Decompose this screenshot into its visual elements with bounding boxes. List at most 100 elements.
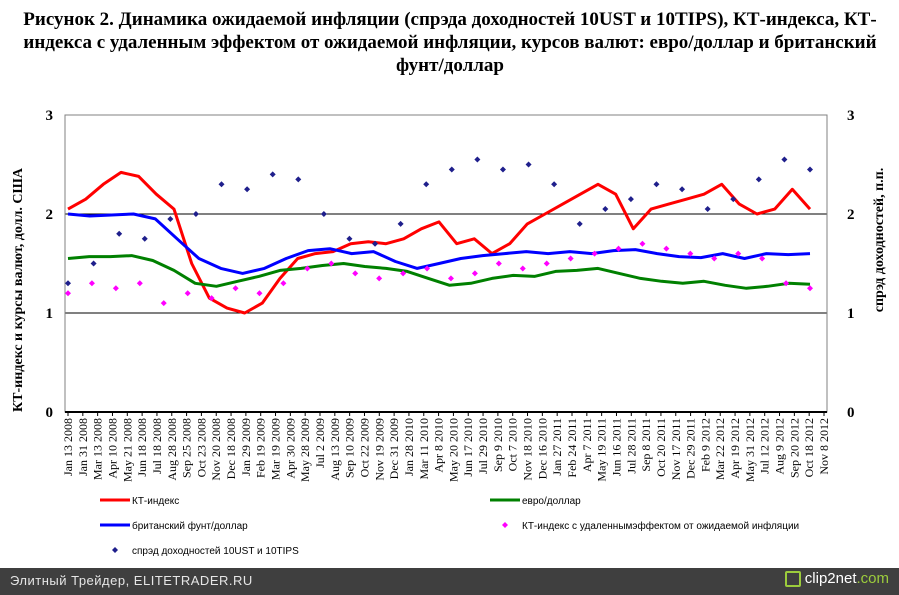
data-point: [304, 265, 311, 272]
data-point: [376, 275, 383, 282]
data-point: [65, 280, 71, 287]
data-point: [807, 166, 813, 173]
chart-title: Рисунок 2. Динамика ожидаемой инфляции (…: [23, 9, 877, 76]
x-tick-label: Jun 16 2011: [609, 418, 623, 476]
data-point: [495, 260, 502, 267]
legend-label: спрэд доходностей 10UST и 10TIPS: [132, 546, 299, 557]
data-point: [232, 285, 239, 292]
legend-swatch: [112, 547, 118, 553]
x-tick-label: Dec 18 2008: [224, 418, 238, 479]
x-tick-label: Apr 30 2009: [283, 418, 297, 479]
x-tick-label: Apr 7 2011: [580, 418, 594, 472]
x-tick-label: Nov 18 2010: [521, 418, 535, 481]
y-axis-label-right: спрэд доходностей, п.п.: [872, 168, 887, 312]
x-tick-label: May 21 2008: [120, 418, 134, 482]
data-point: [244, 186, 251, 193]
x-tick-label: Feb 9 2012: [698, 418, 712, 472]
x-tick-label: Jul 28 2011: [624, 418, 638, 474]
data-point: [218, 181, 225, 188]
x-tick-label: May 20 2010: [446, 418, 460, 482]
x-tick-label: Oct 18 2012: [802, 418, 816, 477]
plot-frame: [64, 114, 828, 413]
data-point: [759, 255, 766, 262]
data-point: [167, 215, 174, 222]
x-tick-label: Jan 27 2011: [550, 418, 564, 476]
data-point: [448, 166, 455, 173]
data-point: [735, 250, 742, 257]
series-line: [67, 170, 812, 315]
x-tick-label: Feb 19 2009: [254, 418, 268, 478]
data-point: [567, 255, 574, 262]
series-line: [67, 212, 811, 275]
data-point: [474, 156, 481, 163]
data-point: [397, 220, 404, 227]
x-tick-label: Jun 18 2008: [135, 418, 149, 477]
x-tick-label: Nov 17 2011: [669, 418, 683, 480]
x-tick-label: Jul 29 2010: [476, 418, 490, 474]
y-tick-label-left: 3: [46, 108, 54, 124]
data-point: [711, 255, 718, 262]
y-tick-label-right: 3: [847, 108, 855, 124]
x-tick-label: Jul 2 2009: [313, 418, 327, 468]
x-tick-label: Feb 24 2011: [565, 418, 579, 478]
data-point: [807, 285, 813, 292]
x-tick-label: Apr 19 2012: [728, 418, 742, 479]
chart-canvas: 0 1 2 3 0 1 2 3 Jan 13 2008 Jan 31 2008 Mar 13 20…: [11, 108, 887, 557]
data-point: [730, 196, 737, 203]
y-tick-label-left: 1: [46, 306, 54, 322]
data-point: [88, 280, 95, 287]
data-point: [136, 280, 143, 287]
x-tick-label: Jun 17 2010: [461, 418, 475, 477]
data-point: [704, 206, 711, 213]
site-credit: Элитный Трейдер, ELITETRADER.RU: [10, 573, 253, 588]
data-point: [160, 300, 167, 307]
footer-bar: Элитный Трейдер, ELITETRADER.RU clip2net…: [0, 568, 899, 595]
x-tick-label: Jan 31 2008: [76, 418, 90, 476]
x-tick-label: Mar 11 2010: [417, 418, 431, 480]
grid: [65, 213, 827, 314]
data-point: [551, 181, 558, 188]
data-point: [627, 196, 634, 203]
data-point: [679, 186, 686, 193]
y-tick-label-left: 2: [46, 207, 54, 223]
legend-label: КТ-индекс с удаленнымэффектом от ожидаем…: [522, 520, 799, 532]
x-tick-label: Sep 9 2010: [491, 418, 505, 472]
legend-label: КТ-индекс: [132, 496, 179, 507]
x-tick-label: Jan 28 2010: [402, 418, 416, 476]
x-tick-label: Apr 8 2010: [432, 418, 446, 473]
data-point: [602, 206, 609, 213]
logo-suffix: .com: [856, 570, 889, 587]
data-point: [295, 176, 302, 183]
data-point: [192, 211, 199, 217]
data-point: [90, 260, 97, 267]
y-tick-label-right: 0: [847, 405, 855, 421]
x-tick-label: Mar 22 2012: [713, 418, 727, 480]
x-tick-label: Oct 23 2008: [194, 418, 208, 477]
data-point: [499, 166, 506, 173]
x-tick-label: Oct 22 2009: [357, 418, 371, 477]
data-point: [653, 181, 660, 188]
data-point: [65, 290, 71, 297]
x-tick-label: Mar 19 2009: [269, 418, 283, 480]
data-point: [269, 171, 276, 178]
legend-label: евро/доллар: [522, 496, 581, 507]
data-point: [424, 265, 431, 272]
x-tick-label: Aug 28 2008: [165, 418, 179, 481]
x-tick-label: Dec 16 2010: [535, 418, 549, 479]
data-point: [687, 250, 694, 257]
data-point: [320, 211, 327, 217]
data-point: [372, 240, 379, 247]
y-tick-label-right: 1: [847, 306, 855, 322]
data-point: [755, 176, 762, 183]
x-tick-label: Jan 13 2008: [61, 418, 75, 476]
x-tick-label: Dec 31 2009: [387, 418, 401, 479]
x-tick-labels: Jan 13 2008 Jan 31 2008 Mar 13 2008 Apr 10 …: [61, 412, 831, 482]
data-point: [400, 270, 407, 277]
x-tick-label: Sep 25 2008: [180, 418, 194, 478]
x-tick-label: Apr 10 2008: [105, 418, 119, 479]
data-point: [519, 265, 526, 272]
data-point: [543, 260, 550, 267]
data-point: [471, 270, 478, 277]
legend-label: британский фунт/доллар: [132, 520, 248, 532]
x-tick-label: Sep 8 2011: [639, 418, 653, 472]
